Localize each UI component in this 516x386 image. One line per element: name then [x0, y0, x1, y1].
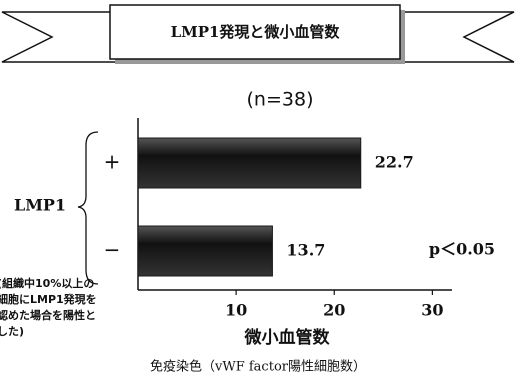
x-tick-label: 10 — [225, 301, 247, 320]
bar — [138, 226, 272, 276]
chart-subtitle: (n=38) — [247, 89, 314, 111]
x-tick-label: 30 — [421, 301, 443, 320]
chart-title: LMP1発現と微小血管数 — [171, 23, 341, 41]
x-axis-sublabel: 免疫染色（vWF factor陽性細胞数） — [150, 359, 366, 375]
bar — [138, 138, 361, 188]
note: (組織中10%以上の 細胞にLMP1発現を 認めた場合を陽性と した) — [0, 276, 101, 338]
x-tick-label: 20 — [323, 301, 345, 320]
note-line: 細胞にLMP1発現を — [0, 292, 97, 306]
x-axis-label: 微小血管数 — [244, 327, 331, 348]
note-line: 認めた場合を陽性と — [0, 308, 96, 322]
note-line: した) — [0, 325, 24, 338]
note-line: (組織中10%以上の — [0, 276, 94, 290]
value-label: 13.7 — [286, 241, 325, 260]
annotation: p＜0.05 — [429, 240, 495, 259]
y-axis-label: LMP1 — [14, 196, 66, 215]
bracket — [78, 132, 98, 284]
value-label: 22.7 — [375, 153, 414, 172]
chart: LMP1発現と微小血管数 (n=38) LMP1 微小血管数 免疫染色（vWF … — [0, 0, 516, 386]
y-tick-label: − — [104, 238, 121, 262]
y-tick-label: + — [104, 150, 121, 174]
